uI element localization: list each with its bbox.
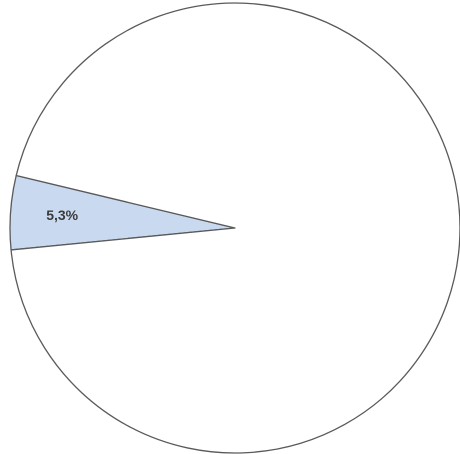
pie-slice xyxy=(10,2,460,454)
slice-label: 5,3% xyxy=(46,207,78,223)
